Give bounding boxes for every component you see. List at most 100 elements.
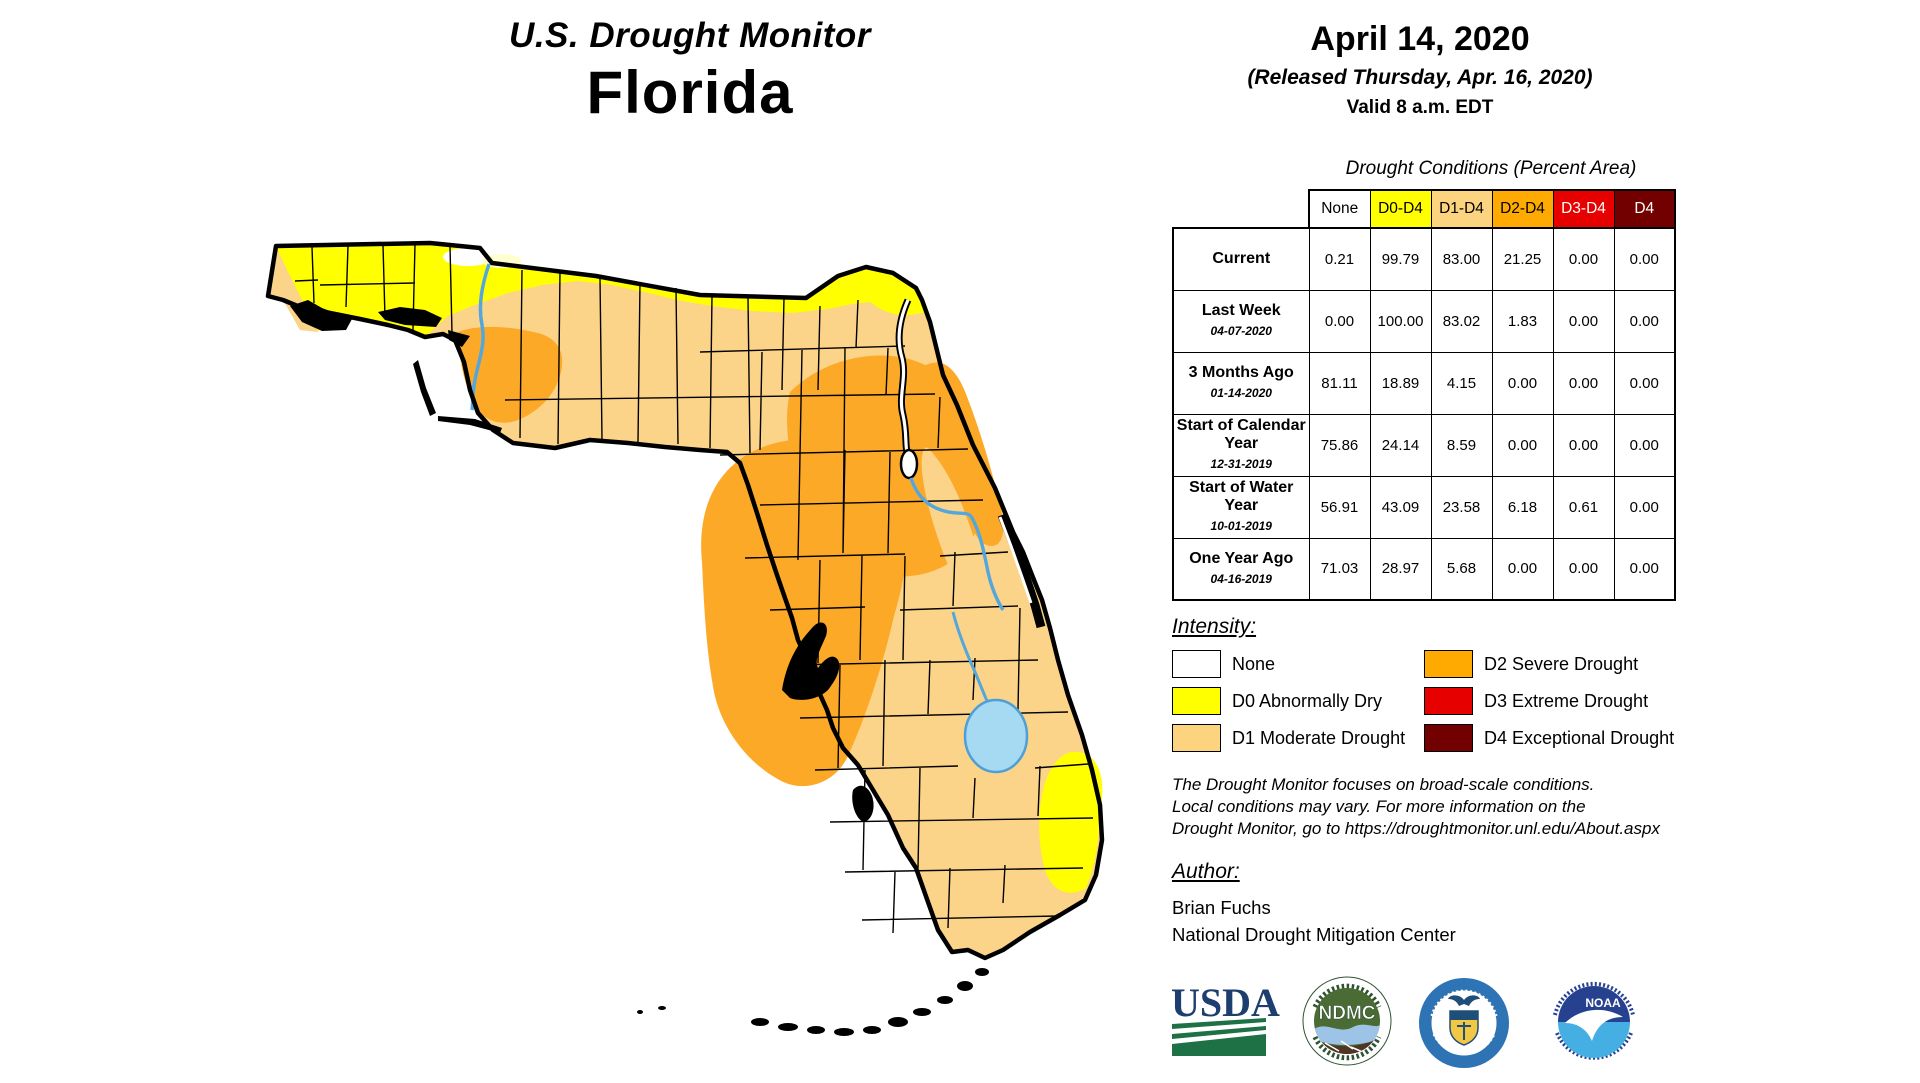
row-label: 3 Months Ago: [1188, 364, 1294, 381]
lake-okeechobee: [963, 698, 1029, 774]
cell-value: 1.83: [1491, 289, 1554, 353]
cell-value: 18.89: [1369, 351, 1432, 415]
st-andrew-bay: [448, 330, 470, 347]
cell-value: 0.00: [1613, 227, 1676, 291]
table-row-one-year-ago: One Year Ago 04-16-2019 71.03 28.97 5.68 …: [1172, 537, 1676, 601]
legend-label: D4 Exceptional Drought: [1484, 727, 1675, 748]
cell-value: 83.02: [1430, 289, 1493, 353]
legend-label: D2 Severe Drought: [1484, 653, 1639, 674]
row-label: Last Week: [1201, 302, 1281, 319]
ndmc-logo: NDMC: [1302, 976, 1392, 1066]
region-none-notch: [443, 248, 493, 266]
cell-value: 43.09: [1369, 475, 1432, 539]
legend-swatch-d4: [1424, 724, 1473, 752]
usda-logo: USDA: [1171, 980, 1280, 1056]
cell-value: 81.11: [1308, 351, 1371, 415]
table-row-start-water-year: Start of Water Year 10-01-2019 56.91 43.0…: [1172, 475, 1676, 539]
legend-swatch-none: [1172, 650, 1221, 678]
table-header-row: None D0-D4 D1-D4 D2-D4 D3-D4 D4: [1173, 189, 1676, 229]
table-title: Drought Conditions (Percent Area): [1345, 158, 1637, 179]
region-d0-southeast: [1039, 751, 1103, 893]
col-header-d2: D2-D4: [1491, 189, 1554, 229]
legend-label: D3 Extreme Drought: [1484, 690, 1649, 711]
cell-value: 56.91: [1308, 475, 1371, 539]
cell-value: 0.00: [1552, 289, 1615, 353]
region-d1-corridor: [921, 447, 988, 606]
legend-swatch-d3: [1424, 687, 1473, 715]
cell-value: 8.59: [1430, 413, 1493, 477]
row-date: 01-14-2020: [1210, 386, 1272, 400]
rivers: [470, 263, 1005, 702]
cell-value: 0.00: [1552, 351, 1615, 415]
date-block: April 14, 2020 (Released Thursday, Apr. …: [1160, 20, 1680, 119]
row-date: 10-01-2019: [1210, 519, 1272, 533]
cell-value: 28.97: [1369, 537, 1432, 601]
tampa-bay: [782, 622, 840, 700]
regions-d2-severe: [458, 326, 1004, 787]
drought-conditions-table: None D0-D4 D1-D4 D2-D4 D3-D4 D4 Current …: [1172, 189, 1676, 601]
table-row-start-calendar-year: Start of Calendar Year 12-31-2019 75.86 2…: [1172, 413, 1676, 477]
release-date: (Released Thursday, Apr. 16, 2020): [1247, 66, 1593, 89]
legend-label: D1 Moderate Drought: [1232, 727, 1406, 748]
apalachicola-spit: [413, 360, 436, 416]
row-label: Start of Water Year: [1189, 479, 1294, 514]
legend-heading: Intensity:: [1172, 615, 1257, 638]
legend-item-d4: D4 Exceptional Drought: [1424, 724, 1674, 752]
cell-value: 24.14: [1369, 413, 1432, 477]
cell-value: 0.00: [1308, 289, 1371, 353]
table-row-3-months-ago: 3 Months Ago 01-14-2020 81.11 18.89 4.15 …: [1172, 351, 1676, 415]
cell-value: 0.21: [1308, 227, 1371, 291]
col-header-d1: D1-D4: [1430, 189, 1493, 229]
map-date: April 14, 2020: [1310, 20, 1530, 58]
state-title: Florida: [586, 59, 794, 126]
svg-text:NOAA: NOAA: [1585, 996, 1621, 1010]
st-johns-river-north-fill: [897, 299, 910, 453]
cell-value: 0.00: [1552, 227, 1615, 291]
table-row-last-week: Last Week 04-07-2020 0.00 100.00 83.02 1.…: [1172, 289, 1676, 353]
charlotte-harbor: [852, 785, 874, 822]
svg-text:USDA: USDA: [1171, 980, 1280, 1025]
st-johns-river-south: [909, 477, 1005, 611]
cape-canaveral-lagoon: [997, 513, 1046, 629]
row-date: 04-16-2019: [1210, 571, 1272, 586]
cell-value: 75.86: [1308, 413, 1371, 477]
legend-swatch-d2: [1424, 650, 1473, 678]
valid-time: Valid 8 a.m. EDT: [1346, 97, 1494, 118]
legend-item-d3: D3 Extreme Drought: [1424, 687, 1648, 715]
cell-value: 0.00: [1552, 413, 1615, 477]
author-heading: Author:: [1172, 860, 1240, 883]
cell-value: 0.00: [1613, 537, 1676, 601]
disclaimer-line: Drought Monitor, go to https://droughtmo…: [1172, 819, 1660, 838]
row-date: 12-31-2019: [1210, 457, 1272, 471]
kissimmee-river: [951, 611, 989, 702]
cell-value: 21.25: [1491, 227, 1554, 291]
cell-value: 100.00: [1369, 289, 1432, 353]
cell-value: 6.18: [1491, 475, 1554, 539]
state-outline: [265, 240, 1105, 961]
cell-value: 83.00: [1430, 227, 1493, 291]
lake-george: [899, 448, 919, 480]
author-organization: National Drought Mitigation Center: [1172, 924, 1456, 945]
legend-swatch-d1: [1172, 724, 1221, 752]
disclaimer-line: Local conditions may vary. For more info…: [1172, 797, 1586, 816]
cell-value: 4.15: [1430, 351, 1493, 415]
cell-value: 0.00: [1613, 475, 1676, 539]
legend-label: None: [1232, 653, 1276, 674]
row-label: Current: [1212, 250, 1271, 268]
legend-item-d0: D0 Abnormally Dry: [1172, 687, 1382, 715]
legend-label: D0 Abnormally Dry: [1232, 690, 1383, 711]
cell-value: 0.00: [1491, 537, 1554, 601]
cell-value: 0.00: [1613, 289, 1676, 353]
noaa-logo: NOAA: [1551, 979, 1637, 1065]
florida-keys: [637, 968, 989, 1036]
region-d0-panhandle: [276, 243, 925, 337]
agency-logos: USDA NDMC: [1166, 968, 1686, 1078]
col-header-d3: D3-D4: [1552, 189, 1615, 229]
title-block: U.S. Drought Monitor Florida: [250, 16, 1130, 127]
disclaimer-text: The Drought Monitor focuses on broad-sca…: [1172, 774, 1660, 840]
commerce-seal-logo: [1419, 978, 1509, 1068]
col-header-d0: D0-D4: [1369, 189, 1432, 229]
cell-value: 0.00: [1491, 413, 1554, 477]
